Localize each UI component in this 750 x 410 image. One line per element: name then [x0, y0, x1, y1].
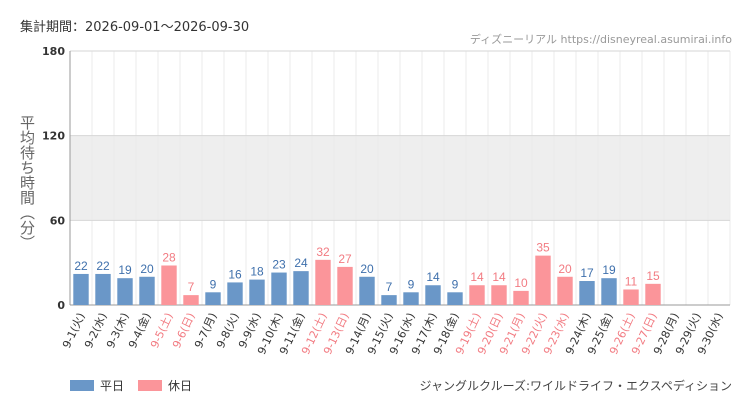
- bar-value-label: 32: [316, 245, 330, 259]
- bar-value-label: 24: [294, 256, 308, 270]
- bar-value-label: 18: [250, 265, 264, 279]
- bar-value-label: 15: [646, 269, 660, 283]
- bar-value-label: 22: [74, 259, 88, 273]
- bar-value-label: 27: [338, 252, 352, 266]
- bar: [425, 285, 441, 305]
- y-tick-label: 180: [42, 45, 65, 58]
- bar-value-label: 7: [188, 280, 195, 294]
- bar-value-label: 14: [426, 270, 440, 284]
- bar-value-label: 7: [386, 280, 393, 294]
- bar: [117, 278, 133, 305]
- bar: [381, 295, 397, 305]
- bar: [337, 266, 353, 305]
- bar-value-label: 10: [514, 276, 528, 290]
- legend-label-holiday: 休日: [168, 379, 193, 393]
- bar: [271, 272, 287, 305]
- y-tick-label: 0: [57, 299, 65, 312]
- bar: [623, 289, 639, 305]
- legend-swatch-weekday: [70, 380, 94, 391]
- bar: [205, 292, 221, 305]
- bar: [579, 281, 595, 305]
- bar: [403, 292, 419, 305]
- bar: [645, 283, 661, 305]
- bar: [359, 276, 375, 305]
- legend-item-weekday: 平日: [70, 377, 124, 394]
- y-tick-label: 60: [50, 214, 66, 227]
- bar: [73, 273, 89, 305]
- bar-value-label: 11: [625, 274, 638, 288]
- bar-value-label: 20: [360, 262, 374, 276]
- bar-value-label: 9: [210, 277, 217, 291]
- bar: [95, 273, 111, 305]
- bar: [315, 259, 331, 305]
- bar: [139, 276, 155, 305]
- bar-value-label: 22: [96, 259, 110, 273]
- attraction-name: ジャングルクルーズ:ワイルドライフ・エクスペディション: [419, 379, 732, 393]
- bar: [293, 271, 309, 305]
- bar: [183, 295, 199, 305]
- bar-value-label: 9: [408, 277, 415, 291]
- bar-value-label: 23: [272, 258, 286, 272]
- y-axis-title: 平均待ち時間（分）: [18, 115, 36, 250]
- bar-value-label: 14: [492, 270, 506, 284]
- legend-label-weekday: 平日: [100, 379, 125, 393]
- bar-value-label: 20: [140, 262, 154, 276]
- bar-value-label: 17: [580, 266, 594, 280]
- bar-value-label: 20: [558, 262, 572, 276]
- bar-value-label: 19: [118, 263, 132, 277]
- bar-value-label: 9: [452, 277, 459, 291]
- bar-value-label: 35: [536, 241, 550, 255]
- bar: [447, 292, 463, 305]
- bar: [535, 255, 551, 305]
- period-text: 集計期間：2026-09-01〜2026-09-30: [20, 16, 249, 35]
- bar: [513, 290, 529, 305]
- y-tick-label: 120: [42, 130, 65, 143]
- bar-value-label: 14: [470, 270, 484, 284]
- bar: [161, 265, 177, 305]
- legend-swatch-holiday: [138, 380, 163, 391]
- source-credit: ディズニーリアル https://disneyreal.asumirai.inf…: [469, 33, 732, 46]
- bar: [249, 279, 265, 305]
- legend-item-holiday: 休日: [138, 377, 192, 394]
- bar-value-label: 19: [602, 263, 616, 277]
- period-value: 2026-09-01〜2026-09-30: [85, 20, 250, 35]
- bar: [491, 285, 507, 305]
- bar: [601, 278, 617, 305]
- period-label: 集計期間：: [20, 20, 86, 35]
- bar-value-label: 28: [162, 250, 176, 264]
- legend: 平日 休日: [70, 377, 192, 394]
- bar: [227, 282, 243, 305]
- bar: [557, 276, 573, 305]
- bar: [469, 285, 485, 305]
- bar-value-label: 16: [228, 267, 242, 281]
